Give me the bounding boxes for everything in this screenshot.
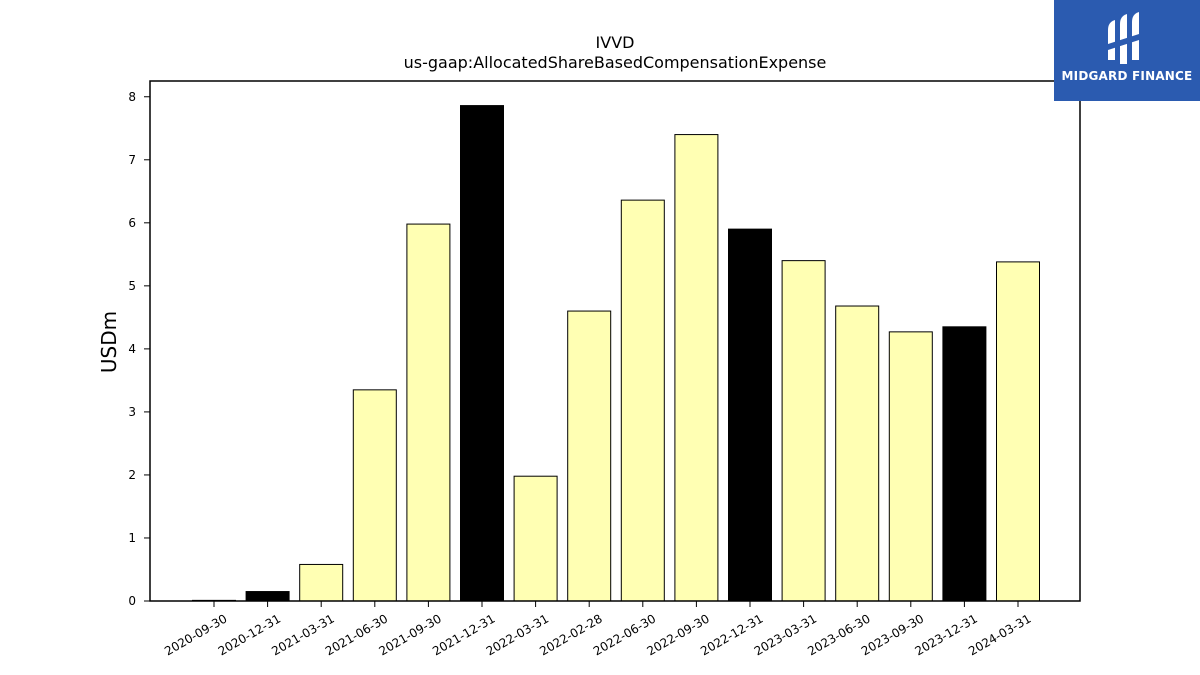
bar-2022-09-30 xyxy=(674,134,719,602)
bar-2022-06-30 xyxy=(620,199,665,602)
y-tick-label: 8 xyxy=(128,90,136,104)
bar-2022-02-28 xyxy=(567,310,612,602)
bar-2023-03-31 xyxy=(781,260,826,602)
bar-2022-12-31 xyxy=(728,228,772,602)
midgard-logo-icon xyxy=(1108,12,1139,64)
bar-2021-06-30 xyxy=(352,389,397,602)
y-tick-label: 0 xyxy=(128,594,136,608)
bar-2023-06-30 xyxy=(835,305,880,602)
y-tick-label: 3 xyxy=(128,405,136,419)
y-tick-label: 7 xyxy=(128,153,136,167)
y-tick-label: 1 xyxy=(128,531,136,545)
bar-2021-03-31 xyxy=(299,563,344,602)
bar-2023-09-30 xyxy=(888,331,933,602)
y-tick-label: 4 xyxy=(128,342,136,356)
bar-2021-09-30 xyxy=(406,223,451,602)
chart-subtitle: us-gaap:AllocatedShareBasedCompensationE… xyxy=(404,53,827,72)
bars-layer xyxy=(192,105,1040,602)
bar-2022-03-31 xyxy=(513,475,558,602)
chart-title: IVVD xyxy=(596,33,635,52)
bar-2021-12-31 xyxy=(460,105,504,602)
bar-2024-03-31 xyxy=(996,261,1040,602)
y-axis-label: USDm xyxy=(97,311,121,373)
midgard-finance-logo: MIDGARD FINANCE xyxy=(1054,0,1200,101)
logo-text: MIDGARD FINANCE xyxy=(1061,69,1193,83)
y-tick-label: 2 xyxy=(128,468,136,482)
bar-2020-12-31 xyxy=(245,591,290,602)
plot-frame xyxy=(149,80,1081,602)
bar-2023-12-31 xyxy=(942,326,987,602)
y-tick-label: 5 xyxy=(128,279,136,293)
y-tick-label: 6 xyxy=(128,216,136,230)
